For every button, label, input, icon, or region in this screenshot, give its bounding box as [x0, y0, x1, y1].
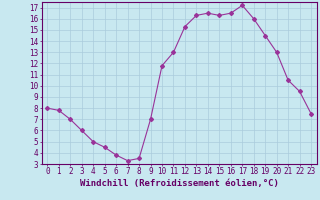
- X-axis label: Windchill (Refroidissement éolien,°C): Windchill (Refroidissement éolien,°C): [80, 179, 279, 188]
